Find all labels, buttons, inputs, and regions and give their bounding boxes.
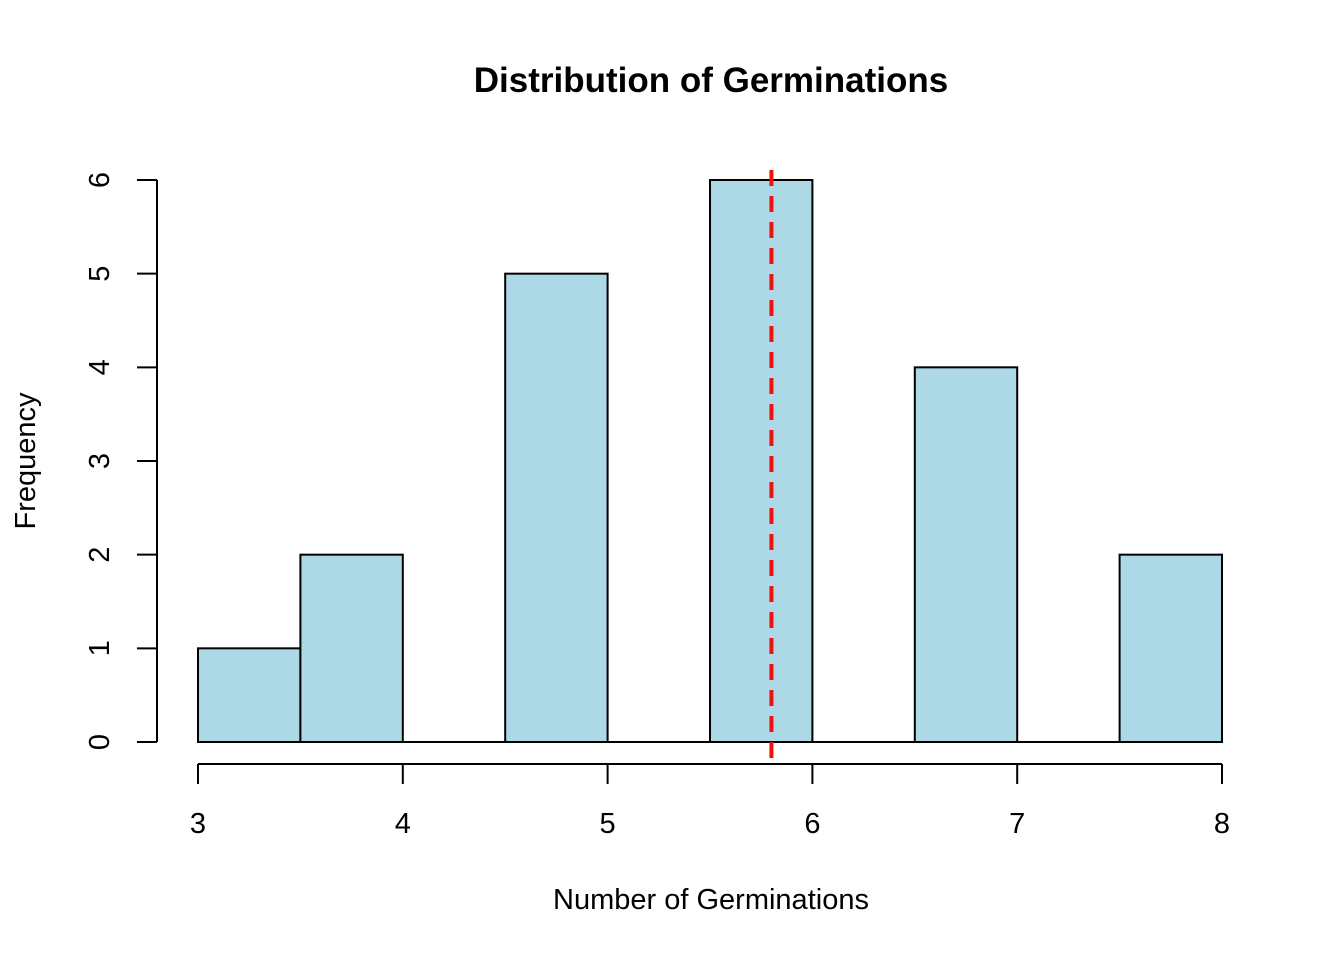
y-tick-label: 2 — [84, 547, 116, 563]
histogram-bar — [1118, 553, 1223, 744]
y-tick-label: 6 — [84, 172, 116, 188]
x-tick-label: 4 — [395, 808, 411, 840]
y-tick-label: 1 — [84, 640, 116, 656]
y-tick-label: 4 — [84, 359, 116, 375]
y-tick-label: 5 — [84, 266, 116, 282]
y-axis-label: Frequency — [10, 392, 42, 530]
x-axis-label: Number of Germinations — [553, 884, 869, 916]
y-axis: 0 1 2 3 4 5 6 — [84, 172, 158, 750]
x-tick-label: 7 — [1009, 808, 1025, 840]
y-tick-label: 0 — [84, 734, 116, 750]
x-tick-label: 3 — [190, 808, 206, 840]
histogram-bar — [197, 647, 302, 743]
y-tick-label: 3 — [84, 453, 116, 469]
chart-title: Distribution of Germinations — [474, 61, 948, 100]
x-tick-label: 6 — [804, 808, 820, 840]
bars-group — [197, 179, 1223, 744]
histogram-bar — [709, 179, 814, 743]
histogram-bar — [913, 366, 1019, 743]
x-axis: 3 4 5 6 7 8 — [190, 763, 1230, 840]
histogram-bar — [504, 272, 609, 743]
x-tick-label: 8 — [1214, 808, 1230, 840]
x-tick-label: 5 — [600, 808, 616, 840]
histogram-bar — [299, 553, 404, 744]
